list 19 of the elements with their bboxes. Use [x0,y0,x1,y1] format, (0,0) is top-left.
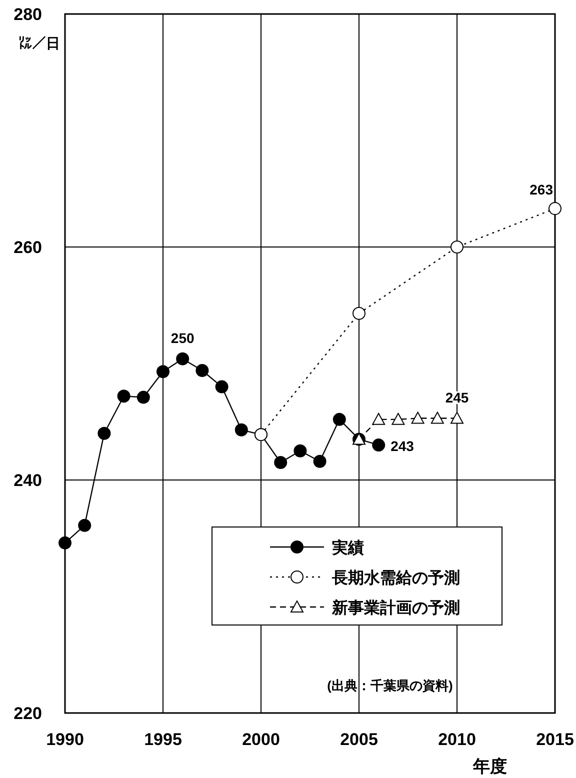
x-tick-label: 1990 [46,730,84,749]
y-axis-title: ㍑／日 [18,35,60,51]
annotation: 263 [530,182,554,198]
x-tick-label: 2010 [438,730,476,749]
x-tick-label: 2015 [536,730,574,749]
annotation: 250 [170,330,194,346]
x-axis-title: 年度 [472,757,507,776]
annotation: (出典：千葉県の資料) [327,678,453,693]
y-tick-label: 260 [14,238,42,257]
legend-label: 実績 [331,538,364,557]
legend-label: 長期水需給の予測 [331,569,460,587]
x-tick-label: 2005 [340,730,378,749]
y-tick-label: 220 [14,704,42,723]
x-tick-label: 2000 [242,730,280,749]
legend-label: 新事業計画の予測 [331,599,460,617]
y-tick-label: 280 [14,5,42,24]
annotation: 243 [390,438,414,454]
y-tick-label: 240 [14,471,42,490]
x-tick-label: 1995 [144,730,182,749]
